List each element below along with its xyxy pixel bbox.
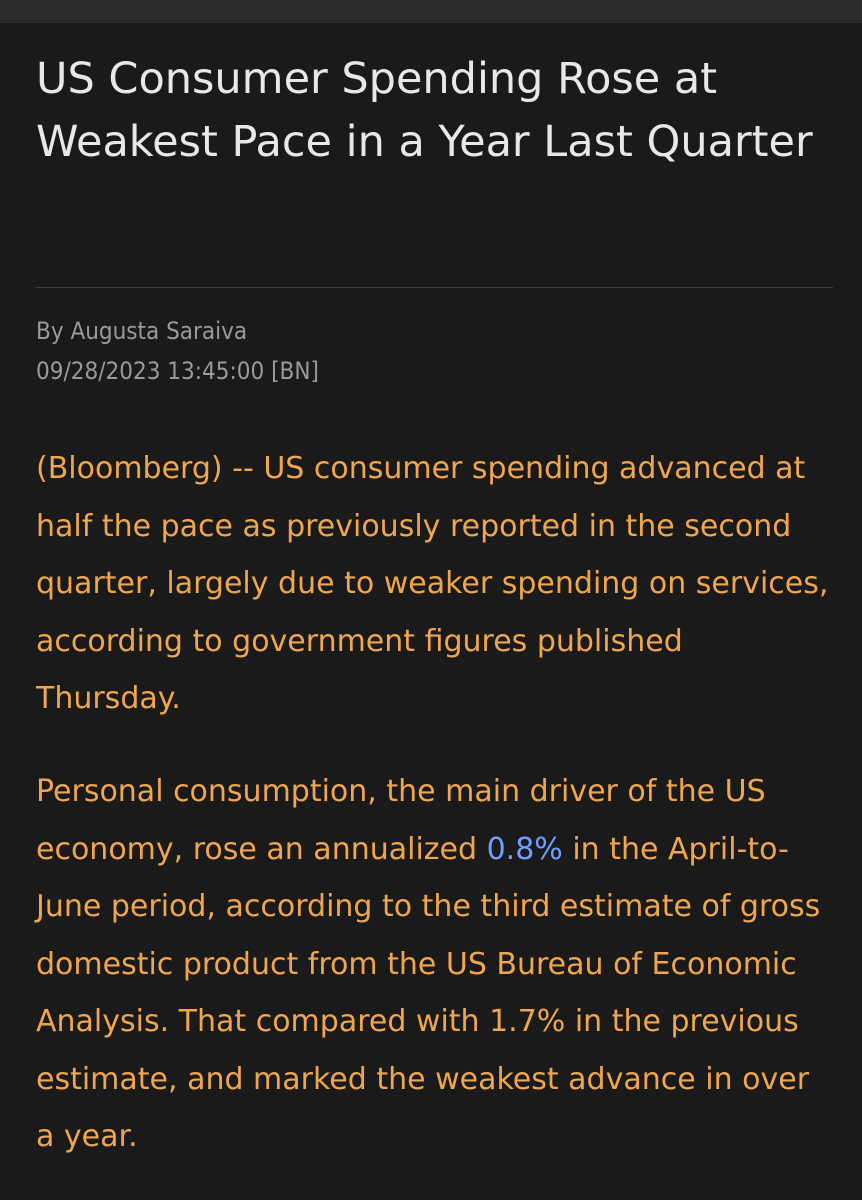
- article-headline: US Consumer Spending Rose at Weakest Pac…: [36, 54, 813, 167]
- article-byline: By Augusta Saraiva: [36, 317, 248, 345]
- article-paragraph-1: (Bloomberg) -- US consumer spending adva…: [36, 451, 829, 716]
- paragraph-2-text-after: in the April-to-June period, according t…: [36, 831, 821, 1155]
- consumption-figure-link[interactable]: 0.8%: [486, 831, 563, 867]
- article-dateline: 09/28/2023 13:45:00 [BN]: [36, 357, 319, 385]
- paragraph-2-text-before: Personal consumption, the main driver of…: [36, 774, 766, 867]
- headline-divider: [36, 287, 833, 288]
- top-bar: [0, 0, 862, 23]
- article-paragraph-2: Personal consumption, the main driver of…: [36, 763, 836, 1166]
